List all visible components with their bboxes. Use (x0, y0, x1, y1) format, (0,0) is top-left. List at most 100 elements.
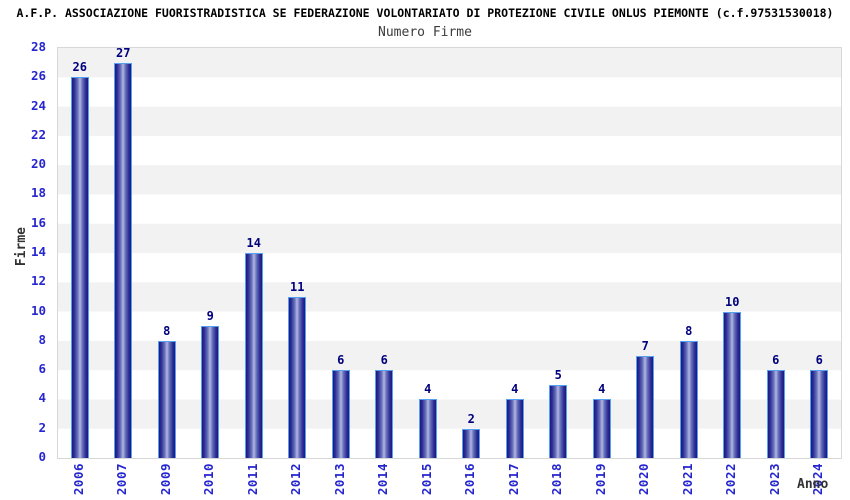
bar-slot: 14 (232, 48, 276, 458)
y-axis: 0 2 4 6 8 10 12 14 16 18 20 22 24 26 28 (0, 40, 52, 464)
bar[interactable] (810, 370, 829, 458)
y-tick-label: 2 (38, 419, 46, 435)
y-tick-label: 26 (30, 68, 46, 84)
bar-value-label: 6 (772, 353, 780, 368)
y-tick-label: 6 (38, 361, 46, 377)
bar-slot: 10 (711, 48, 755, 458)
bar-slot: 8 (667, 48, 711, 458)
bar-value-label: 8 (163, 323, 171, 338)
bar-value-label: 4 (511, 382, 519, 397)
x-tick-slot: 2016 (449, 463, 493, 495)
x-tick-label: 2013 (331, 463, 347, 496)
x-axis-title: Anno (797, 477, 829, 492)
x-tick-slot: 2010 (188, 463, 232, 495)
bar-slot: 6 (319, 48, 363, 458)
bar[interactable] (244, 253, 263, 458)
bar[interactable] (70, 77, 89, 458)
x-tick-label: 2010 (201, 463, 217, 496)
bar-slot: 7 (624, 48, 668, 458)
x-tick-slot: 2015 (405, 463, 449, 495)
bar[interactable] (766, 370, 785, 458)
x-tick-slot: 2019 (579, 463, 623, 495)
x-tick-slot: 2017 (492, 463, 536, 495)
y-tick-label: 22 (30, 126, 46, 142)
bar[interactable] (157, 340, 176, 458)
bar[interactable] (418, 399, 437, 458)
x-tick-label: 2016 (462, 463, 478, 496)
x-tick-label: 2022 (723, 463, 739, 496)
y-tick-label: 4 (38, 390, 46, 406)
bar-value-label: 9 (206, 309, 214, 324)
plot-area: 26 27 8 9 14 11 6 6 4 2 4 5 4 7 8 10 6 6 (57, 47, 842, 459)
chart-subtitle: Numero Firme (378, 25, 472, 40)
bar-slot: 6 (754, 48, 798, 458)
bar[interactable] (505, 399, 524, 458)
y-tick-label: 12 (30, 273, 46, 289)
x-tick-slot: 2020 (623, 463, 667, 495)
y-tick-label: 20 (30, 156, 46, 172)
x-tick-slot: 2009 (144, 463, 188, 495)
x-tick-label: 2020 (636, 463, 652, 496)
bar[interactable] (201, 326, 220, 458)
x-tick-slot: 2023 (753, 463, 797, 495)
x-tick-slot: 2012 (275, 463, 319, 495)
bar[interactable] (549, 384, 568, 458)
bar[interactable] (592, 399, 611, 458)
bar-slot: 11 (276, 48, 320, 458)
x-tick-label: 2017 (505, 463, 521, 496)
bar-slot: 9 (189, 48, 233, 458)
x-tick-slot: 2018 (536, 463, 580, 495)
bar-slot: 4 (580, 48, 624, 458)
bar[interactable] (723, 311, 742, 458)
bar-slot: 26 (58, 48, 102, 458)
bar[interactable] (288, 296, 307, 458)
bar-value-label: 26 (72, 60, 87, 75)
y-tick-label: 0 (38, 449, 46, 464)
bar[interactable] (331, 370, 350, 458)
bar-value-label: 4 (424, 382, 432, 397)
bar-value-label: 11 (290, 279, 305, 294)
bar-slot: 6 (363, 48, 407, 458)
bar-slot: 27 (102, 47, 146, 458)
bar-value-label: 8 (685, 323, 693, 338)
y-tick-label: 18 (30, 185, 46, 201)
bar[interactable] (114, 62, 133, 458)
x-tick-slot: 2006 (57, 463, 101, 495)
y-tick-label: 10 (30, 302, 46, 318)
bar-slot: 6 (798, 48, 842, 458)
x-tick-label: 2019 (592, 463, 608, 496)
bar-value-label: 7 (641, 338, 649, 353)
bar-value-label: 2 (467, 411, 475, 426)
x-tick-label: 2011 (244, 463, 260, 496)
bar-slot: 4 (493, 48, 537, 458)
x-tick-slot: 2014 (362, 463, 406, 495)
bar-value-label: 14 (246, 236, 261, 250)
bar-value-label: 5 (554, 367, 562, 382)
x-tick-label: 2023 (766, 463, 782, 496)
y-tick-label: 28 (30, 39, 46, 54)
x-tick-label: 2021 (679, 463, 695, 496)
bar-series: 26 27 8 9 14 11 6 6 4 2 4 5 4 7 8 10 6 6 (58, 47, 842, 458)
bar[interactable] (636, 355, 655, 458)
bar-value-label: 6 (815, 353, 823, 368)
x-tick-label: 2015 (418, 463, 434, 496)
y-tick-label: 16 (30, 214, 46, 230)
x-axis: 2006 2007 2009 2010 2011 2012 2013 2014 2015 2016… (57, 463, 840, 500)
bar-value-label: 6 (380, 353, 388, 368)
y-tick-label: 24 (30, 97, 46, 113)
bar[interactable] (375, 370, 394, 458)
x-tick-slot: 2021 (666, 463, 710, 495)
bar-value-label: 6 (337, 353, 345, 368)
bar[interactable] (462, 428, 481, 458)
x-tick-slot: 2013 (318, 463, 362, 495)
bar-slot: 8 (145, 48, 189, 458)
x-tick-label: 2018 (549, 463, 565, 496)
bar[interactable] (679, 340, 698, 458)
x-tick-label: 2006 (70, 463, 86, 496)
x-tick-label: 2007 (114, 463, 130, 496)
x-tick-label: 2014 (375, 463, 391, 496)
bar-slot: 5 (537, 48, 581, 458)
x-tick-slot: 2007 (101, 463, 145, 495)
x-tick-label: 2009 (157, 463, 173, 496)
